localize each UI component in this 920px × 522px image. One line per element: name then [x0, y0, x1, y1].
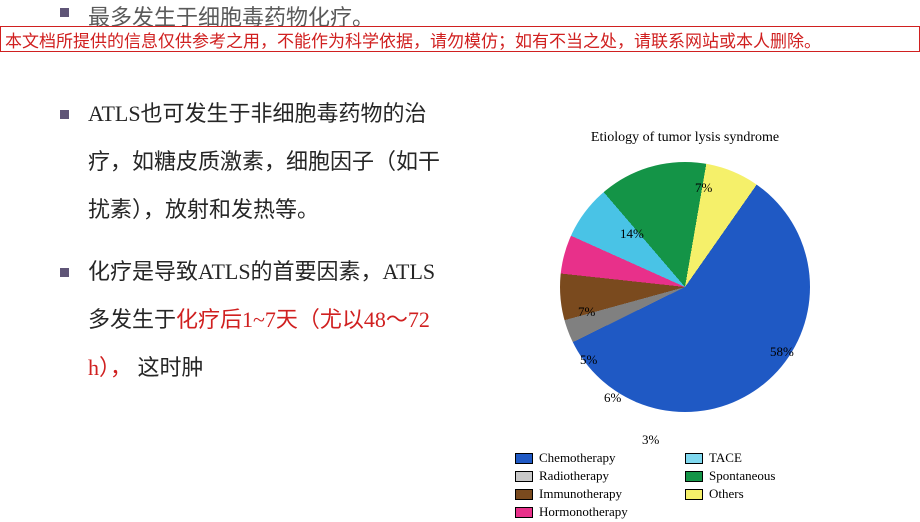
- pie-slice-label: 7%: [695, 180, 712, 196]
- legend-label: Chemotherapy: [539, 450, 616, 466]
- legend-item: TACE: [685, 450, 855, 466]
- pie-slice-label: 6%: [604, 390, 621, 406]
- bullet-item: ATLS也可发生于非细胞毒药物的治疗，如糖皮质激素，细胞因子（如干扰素），放射和…: [54, 90, 444, 234]
- pie-slice-label: 7%: [578, 304, 595, 320]
- legend-label: Hormonotherapy: [539, 504, 628, 520]
- chart-title: Etiology of tumor lysis syndrome: [470, 130, 900, 146]
- bullet-text: 这时肿: [132, 355, 204, 380]
- bullet-text: ATLS也可发生于非细胞毒药物的治疗，如糖皮质激素，细胞因子（如干扰素），放射和…: [88, 101, 440, 222]
- bullet-item: 化疗是导致ATLS的首要因素，ATLS多发生于化疗后1~7天（尤以48～72 h…: [54, 248, 444, 392]
- chart-legend: Chemotherapy Radiotherapy Immunotherapy Hor…: [515, 450, 855, 522]
- bullet-list: ATLS也可发生于非细胞毒药物的治疗，如糖皮质激素，细胞因子（如干扰素），放射和…: [54, 90, 444, 406]
- bullet-square-icon: [60, 268, 69, 277]
- legend-swatch-icon: [685, 471, 703, 482]
- bullet-square-icon: [60, 8, 69, 17]
- cut-bullet-text: 最多发生于细胞毒药物化疗。: [88, 5, 374, 26]
- bullet-square-icon: [60, 110, 69, 119]
- legend-swatch-icon: [515, 471, 533, 482]
- legend-label: Radiotherapy: [539, 468, 609, 484]
- legend-swatch-icon: [685, 453, 703, 464]
- legend-swatch-icon: [685, 489, 703, 500]
- pie-slice-label: 58%: [770, 344, 794, 360]
- legend-item: Immunotherapy: [515, 486, 685, 502]
- legend-item: Radiotherapy: [515, 468, 685, 484]
- legend-label: Others: [709, 486, 744, 502]
- pie-chart-region: Etiology of tumor lysis syndrome 58% 3% 6%…: [470, 130, 900, 522]
- pie-slice-label: 5%: [580, 352, 597, 368]
- disclaimer-banner: 本文档所提供的信息仅供参考之用，不能作为科学依据，请勿模仿；如有不当之处，请联系…: [0, 26, 920, 52]
- pie-chart: [560, 162, 810, 412]
- legend-item: Others: [685, 486, 855, 502]
- pie-wrap: 58%3%6%5%7%14%7%: [540, 154, 830, 444]
- legend-swatch-icon: [515, 489, 533, 500]
- pie-slice-label: 3%: [642, 432, 659, 448]
- disclaimer-text: 本文档所提供的信息仅供参考之用，不能作为科学依据，请勿模仿；如有不当之处，请联系…: [5, 27, 821, 52]
- legend-label: Immunotherapy: [539, 486, 622, 502]
- legend-item: Spontaneous: [685, 468, 855, 484]
- pie-slice-label: 14%: [620, 226, 644, 242]
- cut-bullet-line: 最多发生于细胞毒药物化疗。: [0, 0, 920, 26]
- legend-item: Chemotherapy: [515, 450, 685, 466]
- legend-label: Spontaneous: [709, 468, 775, 484]
- legend-label: TACE: [709, 450, 742, 466]
- legend-swatch-icon: [515, 507, 533, 518]
- legend-item: Hormonotherapy: [515, 504, 685, 520]
- legend-swatch-icon: [515, 453, 533, 464]
